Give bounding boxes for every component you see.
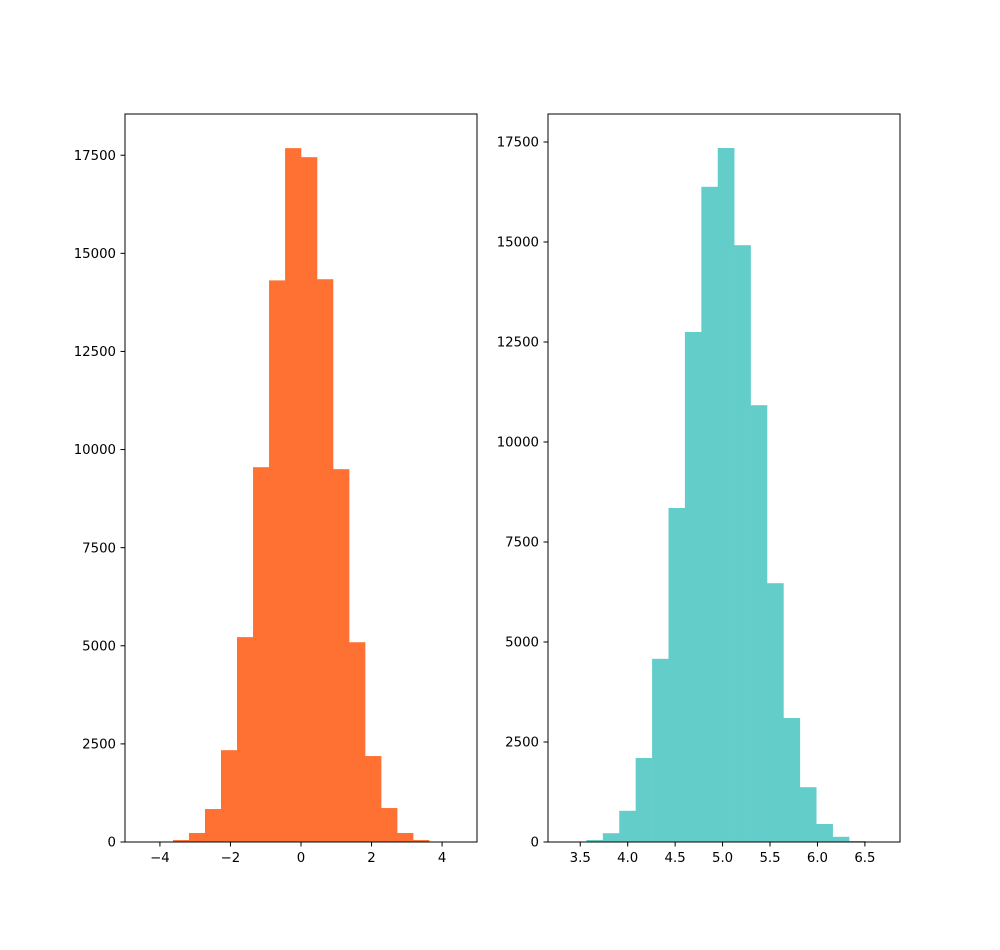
histogram-bars	[173, 148, 429, 842]
histogram-bar	[751, 405, 768, 842]
y-tick-label: 12500	[74, 345, 116, 360]
histogram-bar	[349, 642, 365, 842]
x-tick-label: 3.5	[570, 851, 591, 866]
y-tick-label: 0	[108, 836, 116, 851]
y-tick-label: 17500	[74, 149, 116, 164]
y-tick-label: 10000	[497, 436, 539, 451]
histogram-bar	[636, 758, 653, 842]
y-tick-label: 5000	[505, 636, 539, 651]
histogram-bar	[285, 148, 301, 842]
histogram-bar	[603, 833, 620, 842]
histogram-bar	[237, 637, 253, 842]
x-tick-label: 4.5	[665, 851, 686, 866]
y-tick-label: 10000	[74, 443, 116, 458]
histogram-bar	[652, 659, 669, 842]
x-tick-label: 0	[297, 851, 305, 866]
y-tick-label: 17500	[497, 136, 539, 151]
histogram-bar	[734, 245, 751, 842]
histogram-bar	[189, 833, 205, 842]
y-axis-ticks: 0 2500 5000 7500 10000 12500 15000 17500	[74, 149, 125, 851]
histogram-bar	[301, 157, 317, 842]
histogram-bars	[570, 148, 866, 842]
x-tick-label: 6.5	[854, 851, 875, 866]
histogram-bar	[221, 750, 237, 842]
histogram-bar	[381, 808, 397, 842]
x-tick-label: 5.0	[712, 851, 733, 866]
histogram-bar	[205, 809, 221, 842]
histogram-bar	[668, 508, 685, 842]
histogram-bar	[783, 718, 800, 842]
x-tick-label: 4.0	[617, 851, 638, 866]
x-tick-label: 5.5	[759, 851, 780, 866]
histogram-bar	[685, 332, 702, 842]
histogram-bar	[365, 756, 381, 842]
y-tick-label: 15000	[74, 247, 116, 262]
x-tick-label: 2	[367, 851, 375, 866]
x-tick-label: −2	[221, 851, 241, 866]
y-axis-ticks: 0 2500 5000 7500 10000 12500 15000 17500	[497, 136, 548, 851]
x-tick-label: −4	[150, 851, 170, 866]
histogram-bar	[333, 469, 349, 842]
histogram-bar	[701, 187, 718, 842]
x-tick-label: 4	[438, 851, 446, 866]
x-tick-label: 6.0	[807, 851, 828, 866]
histogram-bar	[619, 811, 636, 842]
histogram-bar	[800, 787, 817, 842]
x-axis-ticks: 3.5 4.0 4.5 5.0 5.5 6.0 6.5	[570, 842, 876, 866]
histogram-bar	[269, 280, 285, 842]
y-tick-label: 7500	[82, 541, 116, 556]
histogram-right-panel: 3.5 4.0 4.5 5.0 5.5 6.0 6.5 0 2500 5000 7500 10000 1…	[497, 114, 900, 866]
histogram-bar	[397, 833, 413, 842]
y-tick-label: 5000	[82, 639, 116, 654]
y-tick-label: 7500	[505, 536, 539, 551]
histogram-bar	[833, 837, 850, 842]
x-axis-ticks: −4 −2 0 2 4	[150, 842, 446, 866]
histogram-bar	[718, 148, 735, 842]
histogram-bar	[317, 279, 333, 842]
y-tick-label: 2500	[82, 738, 116, 753]
histogram-bar	[253, 467, 269, 842]
y-tick-label: 15000	[497, 236, 539, 251]
histogram-left-panel: −4 −2 0 2 4 0 2500 5000 7500 10000 12500 15000 17500	[74, 114, 477, 866]
y-tick-label: 2500	[505, 736, 539, 751]
y-tick-label: 0	[531, 836, 539, 851]
histogram-bar	[767, 583, 784, 842]
histogram-bar	[816, 824, 833, 842]
y-tick-label: 12500	[497, 336, 539, 351]
